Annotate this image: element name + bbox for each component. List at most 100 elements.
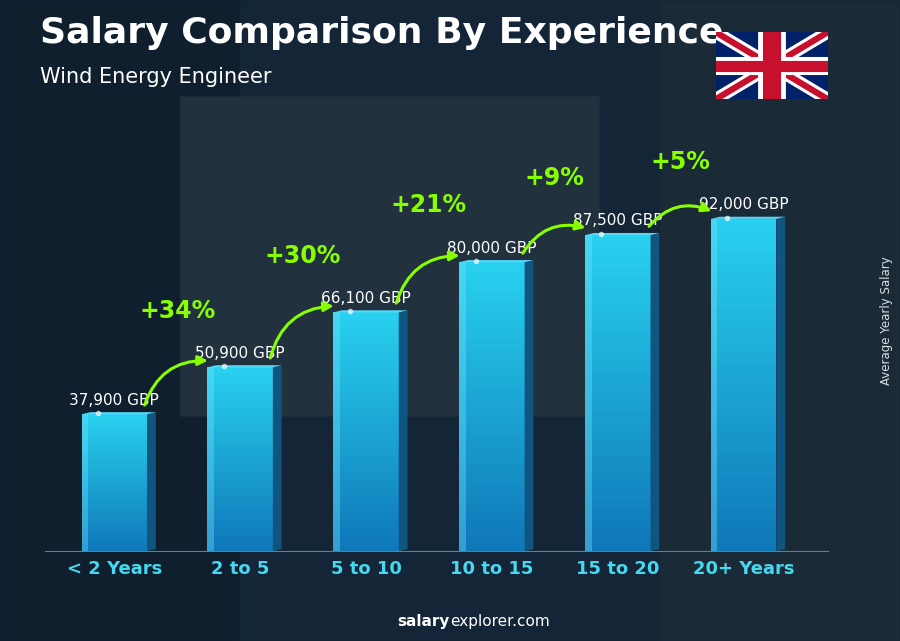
Bar	[333, 539, 399, 544]
Bar	[82, 524, 147, 526]
Bar	[207, 484, 273, 487]
Bar	[459, 412, 525, 417]
Bar	[585, 283, 651, 288]
Bar	[207, 389, 273, 392]
Bar	[459, 542, 525, 546]
Bar	[333, 531, 399, 535]
Bar	[207, 478, 273, 481]
Bar	[711, 308, 777, 313]
Text: +5%: +5%	[651, 150, 711, 174]
Bar	[459, 291, 525, 296]
Bar	[585, 520, 651, 525]
Bar	[585, 494, 651, 499]
Bar	[333, 400, 399, 404]
Bar	[333, 492, 399, 495]
Bar	[82, 531, 147, 533]
Bar	[459, 498, 525, 503]
Bar	[711, 324, 777, 329]
Bar	[82, 538, 147, 540]
Bar	[711, 346, 777, 352]
Bar	[585, 467, 651, 472]
Bar	[585, 251, 651, 256]
Bar	[207, 502, 273, 505]
Bar	[585, 488, 651, 494]
Bar	[333, 472, 399, 476]
Bar	[459, 320, 525, 325]
Bar	[82, 487, 147, 490]
Bar	[333, 376, 399, 380]
Bar	[711, 329, 777, 335]
Bar	[207, 392, 273, 395]
Bar	[333, 547, 399, 551]
Bar	[82, 465, 147, 467]
FancyArrowPatch shape	[649, 203, 708, 226]
Bar	[459, 532, 525, 537]
Bar	[585, 472, 651, 478]
Bar	[585, 409, 651, 414]
Bar	[585, 378, 651, 383]
Bar	[585, 356, 651, 362]
Bar	[207, 441, 273, 444]
Bar	[711, 446, 777, 451]
Bar	[459, 479, 525, 484]
Bar	[585, 335, 651, 340]
Bar	[459, 440, 525, 445]
Bar	[585, 541, 651, 546]
Bar	[333, 333, 399, 337]
Bar	[207, 374, 273, 376]
Text: Salary Comparison By Experience: Salary Comparison By Experience	[40, 16, 724, 50]
Bar	[585, 446, 651, 451]
Bar	[207, 539, 273, 542]
Bar	[333, 432, 399, 436]
Polygon shape	[207, 365, 282, 367]
Bar	[333, 344, 399, 348]
Bar	[459, 306, 525, 310]
Bar	[207, 429, 273, 432]
Bar	[207, 490, 273, 493]
Bar	[711, 252, 777, 258]
Bar	[459, 465, 525, 469]
Bar	[711, 424, 777, 429]
Bar	[82, 460, 147, 462]
Bar	[82, 512, 147, 515]
Bar	[207, 527, 273, 530]
Text: explorer.com: explorer.com	[450, 615, 550, 629]
Bar	[585, 535, 651, 541]
Bar	[459, 546, 525, 551]
Bar	[82, 490, 147, 492]
Bar	[82, 519, 147, 522]
Bar	[711, 463, 777, 468]
Bar	[711, 485, 777, 490]
Bar	[333, 508, 399, 512]
Bar	[207, 426, 273, 429]
Bar	[82, 510, 147, 512]
Bar	[711, 269, 777, 274]
Bar	[711, 302, 777, 308]
Bar	[82, 544, 147, 547]
Polygon shape	[459, 260, 534, 262]
Bar	[333, 448, 399, 452]
Bar	[711, 247, 777, 252]
Bar	[711, 529, 777, 535]
Bar	[207, 515, 273, 517]
Bar	[333, 424, 399, 428]
Bar	[711, 457, 777, 463]
Bar	[207, 395, 273, 398]
Bar	[333, 353, 399, 356]
Bar	[711, 468, 777, 474]
Bar	[585, 504, 651, 509]
Bar	[711, 280, 777, 285]
Bar	[207, 530, 273, 533]
Bar	[82, 501, 147, 503]
Bar	[82, 449, 147, 451]
Bar	[207, 401, 273, 404]
Bar	[82, 426, 147, 428]
Bar	[207, 404, 273, 407]
Bar	[207, 386, 273, 389]
Text: +30%: +30%	[265, 244, 341, 267]
Polygon shape	[147, 412, 156, 551]
Bar	[82, 547, 147, 549]
FancyArrowPatch shape	[145, 356, 204, 405]
Bar	[585, 278, 651, 283]
Bar	[585, 293, 651, 298]
